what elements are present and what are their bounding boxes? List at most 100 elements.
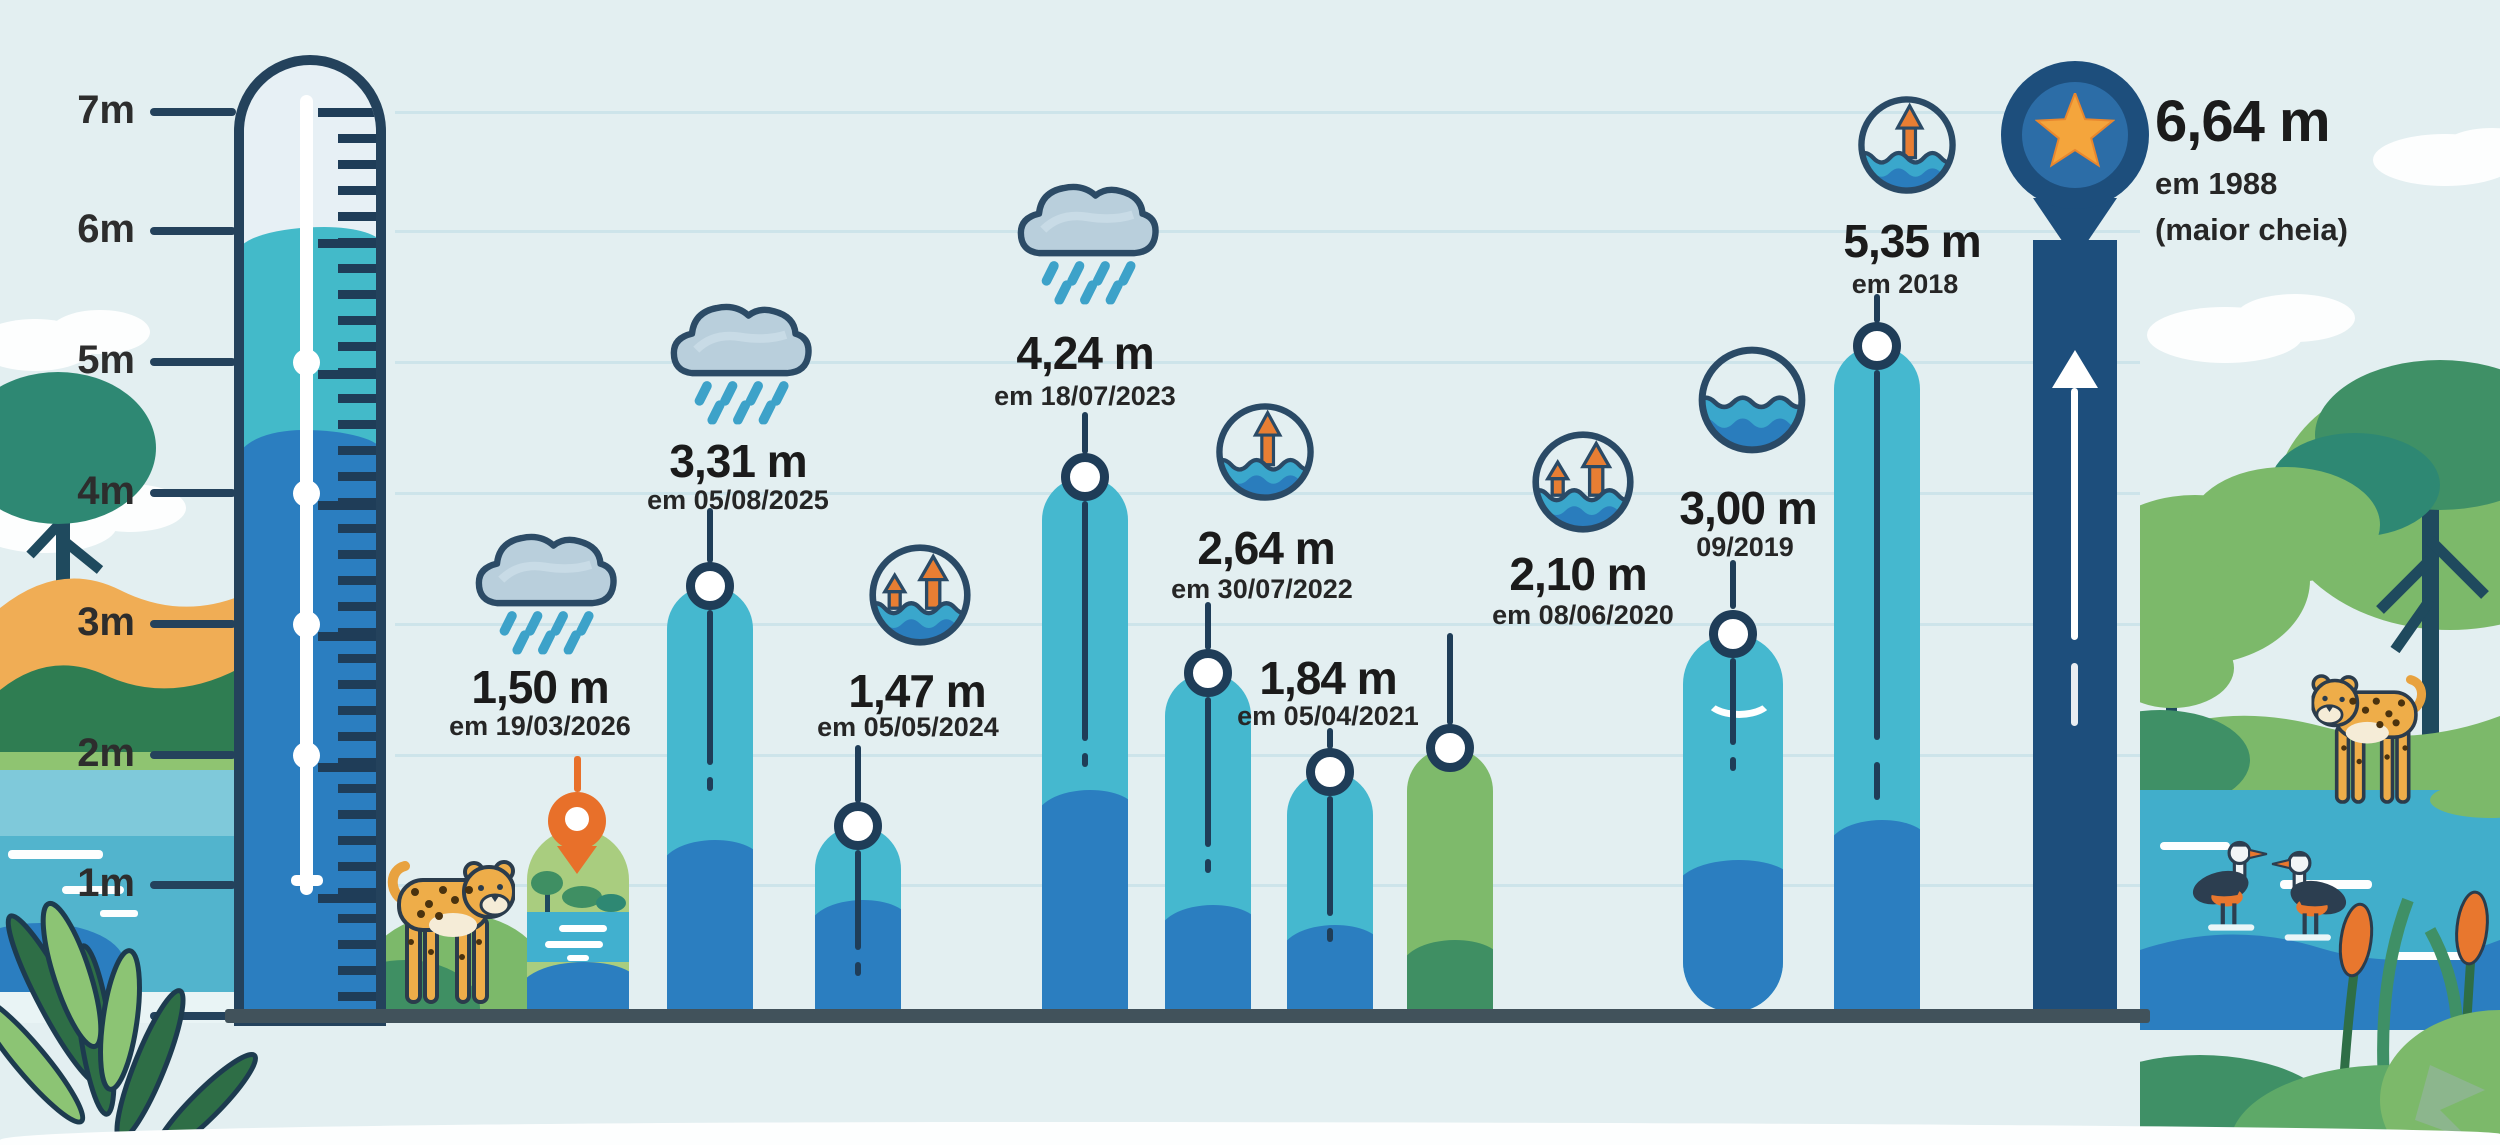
bar-2024-stick-dash <box>855 962 861 976</box>
rise-arrow-dash <box>2071 663 2078 726</box>
gauge-dot-3m <box>293 611 320 638</box>
bar-date-2024: em 05/05/2024 <box>817 712 999 742</box>
bar-2024-marker <box>834 802 882 850</box>
bar-date-1988: em 1988 <box>2155 166 2278 201</box>
axis-tick-0m <box>150 1012 236 1020</box>
bar-2026-streak1 <box>559 925 607 932</box>
gridline-3m <box>395 623 2140 626</box>
gauge-dot-5m <box>293 349 320 376</box>
bottom-left-plants <box>0 900 258 1145</box>
bar-2022-marker <box>1184 649 1232 697</box>
bar-value-2020: 2,10 m <box>1509 548 1647 600</box>
rain-cloud-icon <box>465 515 625 655</box>
bar-2026-trees <box>531 871 626 915</box>
orange-pin-hole <box>565 807 589 831</box>
axis-label-5m: 5m <box>77 338 135 382</box>
bar-2023-stick-dash <box>1082 753 1088 767</box>
bar-2018-deep <box>1834 820 1920 1016</box>
bar-2019-connector <box>1730 560 1736 609</box>
bar-2019-smile <box>1703 676 1775 718</box>
heron-bird-right <box>2270 848 2354 943</box>
bar-date-2018: em 2018 <box>1851 269 1959 299</box>
axis-label-4m: 4m <box>77 469 135 513</box>
bar-2023-marker <box>1061 453 1109 501</box>
bar-value-2022: 2,64 m <box>1197 522 1335 574</box>
bar-2021-marker <box>1306 748 1354 796</box>
gauge-dash-1m <box>291 875 323 886</box>
rain-cloud-icon <box>1007 165 1167 305</box>
orange-pin-icon <box>548 792 606 850</box>
ground-baseline <box>225 1009 2150 1023</box>
heron-bird-left <box>2185 838 2269 933</box>
bar-2025 <box>667 586 753 1016</box>
rise-arrow-stem <box>2071 388 2078 640</box>
bar-date-2020: em 08/06/2020 <box>1492 600 1674 630</box>
axis-tick-4m <box>150 489 236 497</box>
right-landscape-scene <box>2140 128 2500 1145</box>
axis-label-1m: 1m <box>77 861 135 905</box>
water-level-icon <box>1694 342 1810 458</box>
bar-2019-marker <box>1709 610 1757 658</box>
bar-2018-connector <box>1874 294 1880 323</box>
bar-2021-connector <box>1327 728 1333 749</box>
bar-2018-marker <box>1853 322 1901 370</box>
bar-2021-stick <box>1327 796 1333 916</box>
axis-label-7m: 7m <box>77 88 135 132</box>
bar-value-2019: 3,00 m <box>1679 482 1817 534</box>
bar-value-2024: 1,47 m <box>848 665 986 717</box>
bar-date-2026: em 19/03/2026 <box>449 711 631 741</box>
axis-tick-5m <box>150 358 236 366</box>
bar-2022-deep <box>1165 905 1251 1016</box>
bar-2024-connector <box>855 745 861 803</box>
axis-tick-1m <box>150 881 236 889</box>
bar-2023-deep <box>1042 790 1128 1016</box>
bar-2018-stick-dash <box>1874 762 1880 800</box>
rise-arrow-head <box>2052 350 2098 388</box>
bar-2019-deep <box>1683 860 1783 1012</box>
bar-2025-deep <box>667 840 753 1016</box>
gridline-6m <box>395 230 2140 233</box>
rain-cloud-icon <box>660 285 820 425</box>
axis-label-3m: 3m <box>77 600 135 644</box>
gridline-5m <box>395 361 2140 364</box>
water-rise-single-icon <box>1212 399 1318 505</box>
axis-tick-7m <box>150 108 236 116</box>
axis-label-2m: 2m <box>77 731 135 775</box>
bar-value-2021: 1,84 m <box>1259 652 1397 704</box>
orange-pin-stem <box>574 756 581 792</box>
bottom-white-wave <box>0 1122 2500 1145</box>
gridline-7m <box>395 111 2140 114</box>
bar-2025-connector <box>707 508 713 563</box>
orange-pin-tip <box>557 846 597 874</box>
bar-date-2021: em 05/04/2021 <box>1237 701 1419 731</box>
bar-2019-stick <box>1730 658 1736 745</box>
jaguar-illustration <box>2290 640 2450 811</box>
water-rise-single-icon <box>1854 92 1960 198</box>
leopard-illustration <box>385 822 515 1012</box>
bar-note-1988: (maior cheia) <box>2155 212 2348 247</box>
bar-2026-streak2 <box>545 941 603 948</box>
bar-value-1988: 6,64 m <box>2155 89 2331 154</box>
bar-date-2022: em 30/07/2022 <box>1171 574 1353 604</box>
axis-tick-6m <box>150 227 236 235</box>
bar-2026-deep <box>527 962 629 1016</box>
watermark <box>2415 1065 2485 1140</box>
bar-date-2025: em 05/08/2025 <box>647 485 829 515</box>
bar-2026-water <box>527 912 629 962</box>
axis-tick-3m <box>150 620 236 628</box>
bar-2025-stick-dash <box>707 777 713 791</box>
bar-date-2019: 09/2019 <box>1696 532 1794 562</box>
bar-value-2023: 4,24 m <box>1016 327 1154 379</box>
bar-value-2025: 3,31 m <box>669 435 807 487</box>
star-pin-icon <box>2001 61 2149 209</box>
river-level-gauge <box>234 55 386 1026</box>
gridline-2m <box>395 754 2140 757</box>
bar-date-2023: em 18/07/2023 <box>994 381 1176 411</box>
water-rise-double-icon <box>865 540 975 650</box>
bar-2020 <box>1407 748 1493 1016</box>
bar-2021-stick-dash <box>1327 928 1333 942</box>
bar-2022-connector <box>1205 602 1211 650</box>
bar-2023 <box>1042 477 1128 1016</box>
bar-2019-stick-dash <box>1730 757 1736 771</box>
